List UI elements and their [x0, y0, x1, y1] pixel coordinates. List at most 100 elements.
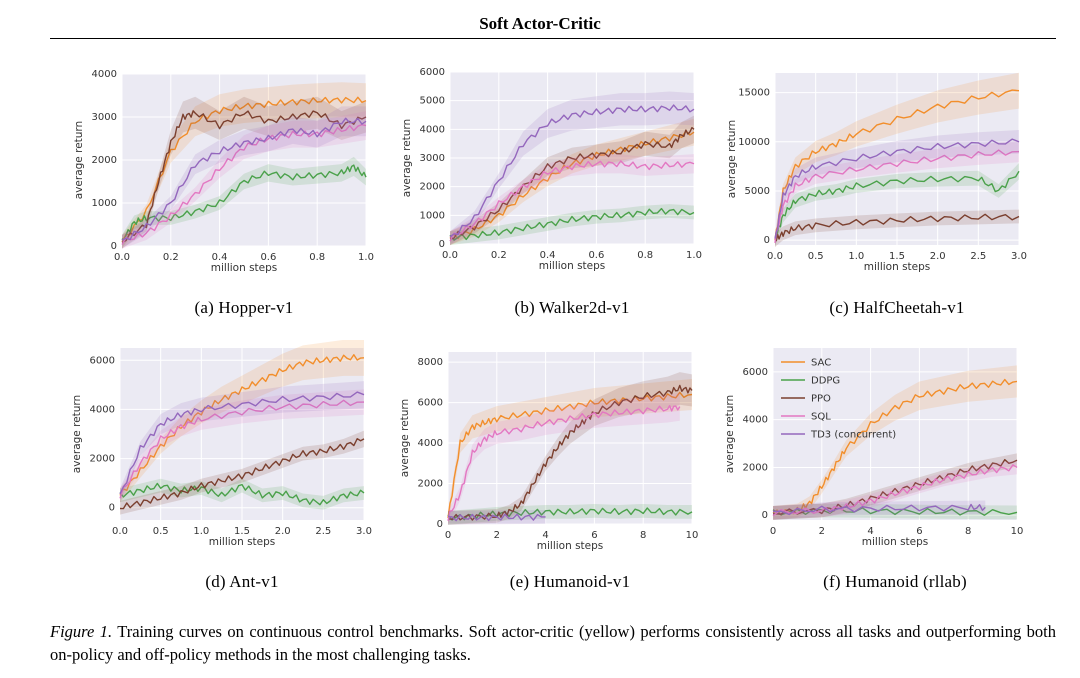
x-tick-label: 0.2: [491, 250, 507, 261]
chart-panel: 0.0 0.5 1.0 1.5 2.0 2.5 3.0 0 5000 10000 15000 mill…: [725, 65, 1055, 325]
legend-label-td3-concurrent: TD3 (concurrent): [810, 430, 896, 441]
y-tick-label: 4000: [743, 415, 768, 426]
series-band-td3-concurrent: [450, 91, 694, 246]
series-band-sac: [775, 72, 1019, 247]
subfigure-caption: (a) Hopper-v1: [194, 298, 294, 317]
y-tick-label: 6000: [418, 398, 443, 409]
series-band-ddpg: [450, 204, 694, 246]
subfigure-caption: (c) HalfCheetah-v1: [829, 298, 965, 317]
x-tick-label: 1.0: [358, 252, 374, 263]
y-tick-label: 0: [109, 503, 115, 514]
x-tick-label: 2.0: [930, 251, 946, 262]
legend-label-sac: SAC: [811, 358, 831, 369]
series-line-ppo: [119, 438, 365, 510]
chart-panel: 0.0 0.2 0.4 0.6 0.8 1.0 0 1000 2000 3000 4000 5000 6…: [400, 60, 730, 320]
chart-panel: 0.0 0.2 0.4 0.6 0.8 1.0 0 1000 2000 3000 4000 milli…: [70, 60, 400, 320]
series-line-td3-concurrent: [121, 117, 367, 241]
series-band-sql: [450, 154, 694, 246]
plot-area: [448, 352, 692, 524]
series-line-ddpg: [447, 507, 693, 521]
y-tick-label: 2000: [743, 462, 768, 473]
series-band-ddpg: [122, 156, 366, 249]
series-line-td3-concurrent: [772, 503, 986, 516]
y-tick-label: 4000: [420, 124, 445, 135]
y-tick-label: 3000: [92, 112, 117, 123]
chart-svg: 0.0 0.5 1.0 1.5 2.0 2.5 3.0 0 5000 10000 15000 mill…: [726, 72, 1027, 273]
x-axis-label: million steps: [211, 262, 278, 274]
x-tick-label: 1.0: [193, 526, 209, 537]
series-band-sac: [448, 378, 692, 525]
x-tick-label: 2.5: [970, 251, 986, 262]
y-tick-label: 0: [764, 235, 770, 246]
x-tick-label: 1.5: [889, 251, 905, 262]
x-tick-label: 2: [494, 530, 500, 541]
y-tick-label: 8000: [418, 357, 443, 368]
y-tick-label: 4000: [418, 438, 443, 449]
series-line-sql: [121, 123, 367, 245]
subfigure-caption: (f) Humanoid (rllab): [823, 572, 967, 591]
y-tick-label: 0: [439, 239, 445, 250]
y-tick-label: 2000: [418, 479, 443, 490]
x-tick-label: 1.0: [686, 250, 702, 261]
series-line-ppo: [449, 126, 695, 240]
series-band-ppo: [122, 96, 366, 249]
y-axis-label: average return: [725, 395, 736, 473]
x-tick-label: 1.5: [234, 526, 250, 537]
series-line-sac: [772, 378, 1018, 516]
y-tick-label: 6000: [420, 67, 445, 78]
y-tick-label: 6000: [743, 367, 768, 378]
x-tick-label: 2: [819, 526, 825, 537]
subfigure-caption: (b) Walker2d-v1: [514, 298, 630, 317]
x-axis-label: million steps: [864, 261, 931, 273]
x-tick-label: 0.2: [163, 252, 179, 263]
series-band-ppo: [775, 209, 1019, 247]
figure-caption-label: Figure 1.: [50, 622, 113, 641]
y-tick-label: 3000: [420, 153, 445, 164]
y-tick-label: 0: [762, 510, 768, 521]
series-line-ppo: [121, 110, 367, 244]
series-line-sac: [774, 89, 1020, 241]
series-line-sac: [449, 130, 695, 240]
x-tick-label: 10: [686, 530, 699, 541]
x-tick-label: 0.8: [309, 252, 325, 263]
x-tick-label: 0: [445, 530, 451, 541]
series-line-ppo: [447, 384, 693, 521]
series-band-sac: [450, 118, 694, 246]
x-tick-label: 3.0: [356, 526, 372, 537]
x-tick-label: 0.4: [212, 252, 228, 263]
y-tick-label: 4000: [90, 404, 115, 415]
x-tick-label: 6: [916, 526, 922, 537]
y-axis-label: average return: [71, 395, 83, 473]
x-tick-label: 0.5: [153, 526, 169, 537]
series-line-sql: [449, 160, 695, 242]
y-tick-label: 5000: [745, 186, 770, 197]
series-line-sql: [774, 149, 1020, 244]
x-tick-label: 0.0: [767, 251, 783, 262]
y-axis-label: average return: [400, 399, 411, 477]
series-line-sac: [119, 354, 365, 496]
y-tick-label: 6000: [90, 355, 115, 366]
series-line-ddpg: [449, 207, 695, 241]
subfigure-caption: (d) Ant-v1: [205, 572, 279, 591]
series-band-ddpg: [775, 163, 1019, 247]
y-axis-label: average return: [401, 119, 413, 197]
x-tick-label: 0.4: [540, 250, 556, 261]
series-line-sql: [447, 404, 681, 521]
series-line-td3-concurrent: [119, 391, 365, 495]
x-tick-label: 8: [965, 526, 971, 537]
y-tick-label: 10000: [738, 137, 770, 148]
plot-area: [773, 348, 1017, 520]
series-line-ddpg: [774, 170, 1020, 240]
x-tick-label: 0.6: [260, 252, 276, 263]
x-tick-label: 0: [770, 526, 776, 537]
series-line-sac: [447, 391, 693, 519]
chart-svg: 0.0 0.2 0.4 0.6 0.8 1.0 0 1000 2000 3000 4000 5000 6…: [401, 67, 702, 272]
y-tick-label: 2000: [90, 454, 115, 465]
x-tick-label: 8: [640, 530, 646, 541]
y-tick-label: 2000: [420, 182, 445, 193]
x-axis-label: million steps: [862, 536, 929, 548]
chart-svg: 0.0 0.5 1.0 1.5 2.0 2.5 3.0 0 2000 4000 6000 millio…: [71, 340, 372, 548]
y-axis-label: average return: [726, 120, 738, 198]
series-band-td3-concurrent: [122, 106, 366, 249]
chart-svg: 0 2 4 6 8 10 0 2000 4000 6000 8000 million steps ave…: [400, 352, 699, 552]
